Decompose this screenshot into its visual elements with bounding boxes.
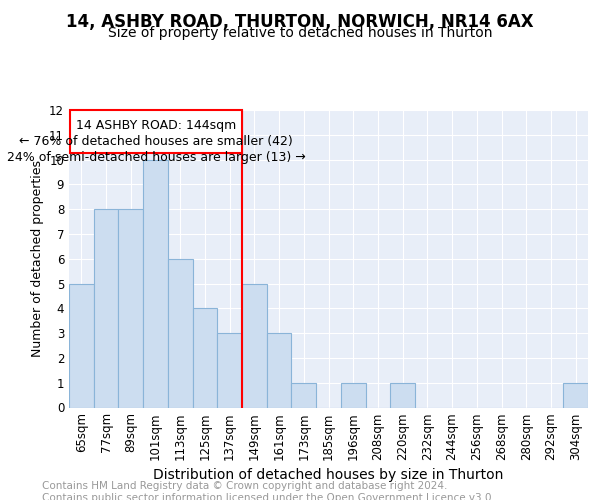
Bar	[94, 209, 118, 408]
Bar	[292, 382, 316, 407]
X-axis label: Distribution of detached houses by size in Thurton: Distribution of detached houses by size …	[154, 468, 503, 482]
Text: Size of property relative to detached houses in Thurton: Size of property relative to detached ho…	[108, 26, 492, 40]
Text: 14, ASHBY ROAD, THURTON, NORWICH, NR14 6AX: 14, ASHBY ROAD, THURTON, NORWICH, NR14 6…	[66, 12, 534, 30]
Bar	[168, 259, 193, 408]
Bar	[563, 382, 588, 407]
Bar	[341, 382, 365, 407]
Bar	[242, 284, 267, 408]
Text: ← 76% of detached houses are smaller (42): ← 76% of detached houses are smaller (42…	[19, 135, 293, 148]
Bar	[217, 333, 242, 407]
Bar	[267, 333, 292, 407]
Bar	[118, 209, 143, 408]
Text: 14 ASHBY ROAD: 144sqm: 14 ASHBY ROAD: 144sqm	[76, 118, 236, 132]
Text: Contains HM Land Registry data © Crown copyright and database right 2024.
Contai: Contains HM Land Registry data © Crown c…	[42, 481, 495, 500]
Bar	[390, 382, 415, 407]
Text: 24% of semi-detached houses are larger (13) →: 24% of semi-detached houses are larger (…	[7, 151, 305, 164]
Bar	[143, 160, 168, 408]
Bar	[69, 284, 94, 408]
Bar	[193, 308, 217, 408]
Y-axis label: Number of detached properties: Number of detached properties	[31, 160, 44, 357]
FancyBboxPatch shape	[70, 110, 242, 154]
